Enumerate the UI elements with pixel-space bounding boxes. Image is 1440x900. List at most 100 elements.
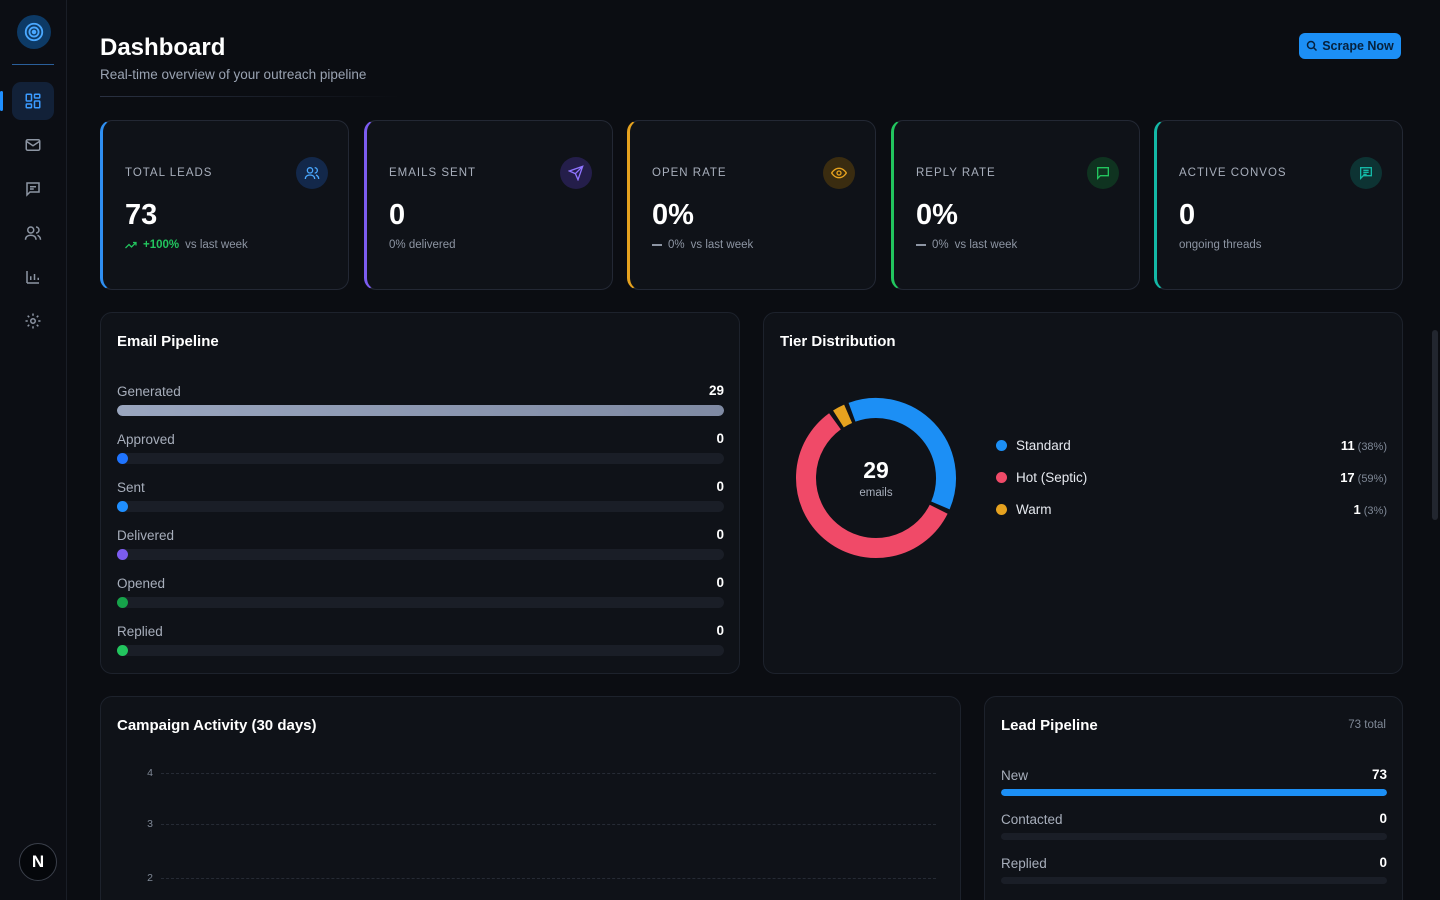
stat-sub-text: 0% delivered [389,239,456,251]
stat-value: 73 [125,199,158,231]
users-icon [304,167,320,180]
stat-label: REPLY RATE [916,167,996,179]
stat-value: 0 [1179,199,1196,231]
pipeline-bar-dot [117,549,128,560]
sidebar-item-emails[interactable] [12,126,54,164]
target-icon [24,22,44,42]
stat-subtext: 0% vs last week [916,239,1017,251]
sidebar: N [0,0,67,900]
stat-subtext: 0% vs last week [652,239,753,251]
pipeline-bar-track [117,405,724,416]
legend-item: Standard 11 (38%) [996,435,1387,455]
stat-card-total-leads: TOTAL LEADS 73 +100% vs last week [100,120,349,290]
pipeline-row-sent: Sent 0 [117,479,724,512]
app-logo[interactable] [17,15,51,49]
legend-value: 1 (3%) [1354,502,1387,517]
stat-sub-text: vs last week [185,239,248,251]
donut-center-value: 29 [863,457,889,483]
users-icon [24,226,42,240]
pipeline-row-opened: Opened 0 [117,575,724,608]
legend-dot [996,439,1007,451]
bar-chart-icon [26,271,39,284]
pipeline-row-label: Opened [117,576,166,591]
legend-label: Standard [1016,437,1071,453]
sidebar-item-analytics[interactable] [12,258,54,296]
panel-title: Tier Distribution [780,333,896,350]
pipeline-row-value: 0 [716,431,724,446]
grid-line [161,824,936,825]
stat-trend: 0% [668,239,685,251]
legend-label: Warm [1016,501,1052,517]
sidebar-item-dashboard[interactable] [0,82,54,120]
dashboard-icon [25,93,41,109]
pipeline-bar-fill [117,405,724,416]
donut-slice-standard[interactable] [848,398,956,510]
y-tick: 2 [147,872,153,884]
pipeline-row-label: Sent [117,480,145,495]
mail-icon [25,139,41,151]
lead-row-new: New 73 [1001,767,1387,796]
donut-slice-warm[interactable] [833,404,853,428]
lead-row-label: Contacted [1001,812,1063,827]
pipeline-bar-track [117,501,724,512]
page-subtitle: Real-time overview of your outreach pipe… [100,67,367,82]
panel-title: Lead Pipeline [1001,717,1098,734]
pipeline-row-value: 0 [716,479,724,494]
message-icon [1097,167,1109,180]
legend-dot [996,471,1007,483]
pipeline-row-value: 0 [716,575,724,590]
scrape-now-label: Scrape Now [1322,39,1394,53]
pipeline-bar-dot [117,453,128,464]
y-tick: 4 [147,767,153,779]
page-title: Dashboard [100,34,226,61]
scrape-now-button[interactable]: Scrape Now [1299,33,1401,59]
legend-count: 11 [1340,437,1355,453]
grid-line [161,773,936,774]
email-pipeline-panel: Email Pipeline Generated 29 Approved 0 Sent 0… [100,312,740,674]
search-icon [1306,40,1318,52]
lead-bar-fill [1001,789,1387,796]
sidebar-item-leads[interactable] [12,214,54,252]
stat-label: EMAILS SENT [389,167,477,179]
lead-bar-track [1001,833,1387,840]
pipeline-row-label: Generated [117,384,181,399]
pipeline-bar-track [117,597,724,608]
legend-count: 1 [1353,501,1361,517]
sidebar-item-conversations[interactable] [12,170,54,208]
legend-dot [996,503,1007,515]
page-scrollbar[interactable] [1432,330,1438,520]
legend-item: Warm 1 (3%) [996,499,1387,519]
campaign-activity-panel: Campaign Activity (30 days) 4 3 2 [100,696,961,900]
pipeline-row-value: 29 [708,383,724,398]
pipeline-bar-dot [117,597,128,608]
stat-icon-wrap [1087,157,1119,189]
send-icon [568,165,584,181]
donut-slice-hot-septic[interactable] [796,413,948,558]
stat-card-active-convos: ACTIVE CONVOS 0 ongoing threads [1154,120,1403,290]
stat-icon-wrap [823,157,855,189]
legend-percent: (38%) [1357,440,1387,453]
user-avatar[interactable]: N [19,843,57,881]
sidebar-divider [12,64,54,65]
lead-total-label: 73 total [1348,719,1386,731]
stat-trend: 0% [932,239,949,251]
stat-value: 0% [916,199,958,231]
y-tick: 3 [147,818,153,830]
pipeline-row-value: 0 [716,623,724,638]
grid-line [161,878,936,879]
lead-row-label: Replied [1001,856,1047,871]
stat-sub-text: ongoing threads [1179,239,1262,251]
legend-value: 17 (59%) [1340,470,1387,485]
lead-row-replied: Replied 0 [1001,855,1387,884]
pipeline-bar-track [117,453,724,464]
pipeline-row-label: Replied [117,624,163,639]
sidebar-item-settings[interactable] [12,302,54,340]
stat-card-open-rate: OPEN RATE 0% 0% vs last week [627,120,876,290]
donut-center-label: emails [859,487,893,499]
stat-sub-text: vs last week [690,239,754,251]
stat-trend: +100% [143,239,180,251]
pipeline-row-replied: Replied 0 [117,623,724,656]
activity-chart: 4 3 2 [147,767,936,900]
legend-count: 17 [1340,469,1355,485]
pipeline-bar-track [117,549,724,560]
